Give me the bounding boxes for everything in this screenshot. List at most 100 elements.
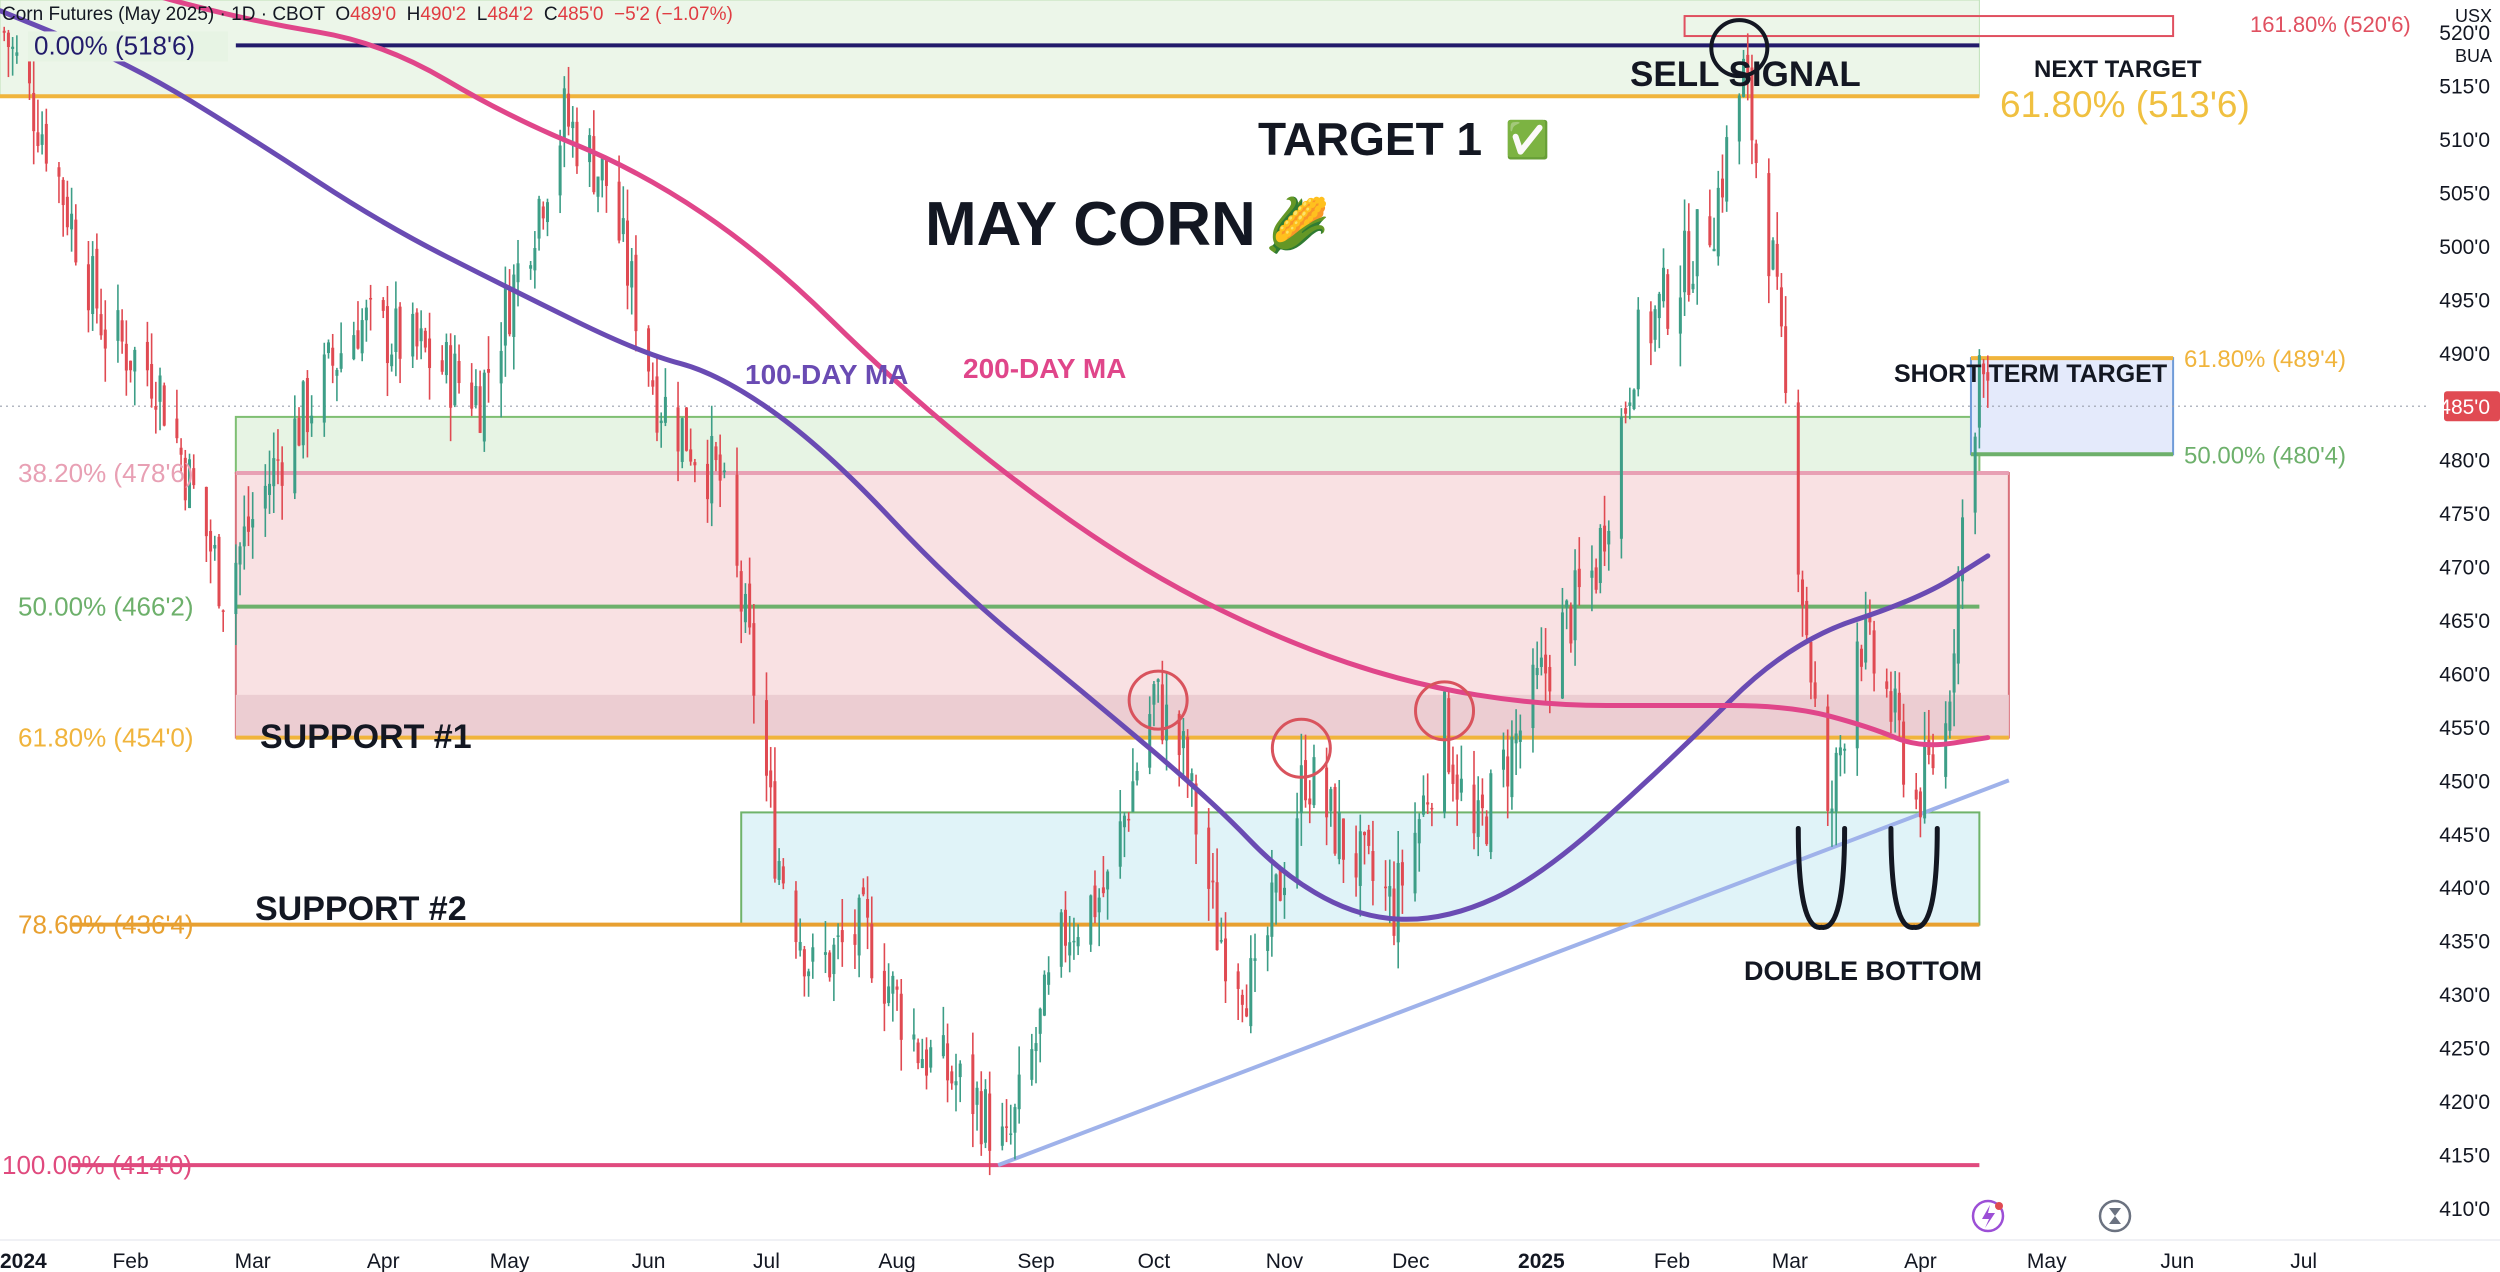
- candle-body: [693, 462, 697, 466]
- candle: [1030, 1033, 1034, 1086]
- candle-body: [912, 1034, 916, 1040]
- candle: [1565, 599, 1569, 630]
- candle-body: [537, 198, 541, 239]
- candle: [1101, 856, 1105, 898]
- candle: [600, 157, 604, 198]
- top-zone-fib-label: 61.80% (513'6): [2000, 84, 2250, 125]
- candle-body: [1013, 1107, 1017, 1133]
- candle: [179, 438, 183, 472]
- candle-body: [482, 372, 486, 442]
- candle: [1337, 780, 1341, 865]
- candle-body: [1607, 530, 1611, 545]
- candle-body: [40, 134, 44, 145]
- header-open: 489'0: [350, 4, 397, 25]
- candle-body: [1211, 880, 1215, 883]
- candle: [1059, 909, 1063, 978]
- x-tick-label: Apr: [1904, 1250, 1937, 1272]
- candle-body: [1304, 760, 1308, 801]
- candle: [979, 1071, 983, 1156]
- candle: [1421, 775, 1425, 817]
- x-tick-label: Apr: [367, 1250, 400, 1272]
- candle-body: [1072, 940, 1076, 943]
- candle-body: [11, 46, 15, 49]
- candle: [1072, 917, 1076, 960]
- candle-body: [145, 341, 149, 371]
- candle-body: [1927, 739, 1931, 755]
- candle-body: [1152, 684, 1156, 705]
- candle-body: [1809, 641, 1813, 683]
- candle-body: [832, 944, 836, 975]
- candle: [1224, 912, 1228, 1004]
- candle: [276, 429, 280, 485]
- candle: [575, 107, 579, 174]
- candle: [811, 933, 815, 979]
- candle: [280, 446, 284, 520]
- resistance-circle-3: [1414, 680, 1476, 742]
- candle: [1619, 408, 1623, 559]
- candle: [1809, 637, 1813, 700]
- candle: [533, 231, 537, 289]
- candle: [1927, 709, 1931, 765]
- candle-body: [1889, 691, 1893, 722]
- candle-body: [1236, 971, 1240, 989]
- candle-body: [1017, 1074, 1021, 1110]
- candle: [1796, 389, 1800, 593]
- candle-body: [1005, 1126, 1009, 1128]
- candle: [1742, 49, 1746, 98]
- candle: [1834, 747, 1838, 846]
- candle-body: [204, 486, 208, 537]
- candle-body: [941, 1035, 945, 1057]
- candle-body: [634, 254, 638, 332]
- y-tick-label: 445'0: [2439, 824, 2490, 847]
- candle: [1388, 859, 1392, 924]
- candle: [1830, 780, 1834, 847]
- candle: [887, 963, 891, 1007]
- candle: [1902, 703, 1906, 798]
- candle: [470, 363, 474, 417]
- candle-body: [1253, 958, 1257, 961]
- candle: [482, 369, 486, 452]
- candle-body: [453, 353, 457, 406]
- candle-body: [777, 861, 781, 880]
- candle: [301, 380, 305, 459]
- candle-body: [722, 470, 726, 473]
- candle-body: [1902, 721, 1906, 785]
- candle-body: [752, 623, 756, 696]
- candle: [192, 454, 196, 489]
- candle: [676, 381, 680, 482]
- candle: [36, 99, 40, 153]
- candle: [398, 302, 402, 384]
- candle: [735, 447, 739, 578]
- header-close: 485'0: [557, 4, 604, 25]
- candle-body: [310, 415, 314, 424]
- candle: [626, 189, 630, 310]
- candle: [217, 533, 221, 609]
- candle-body: [1565, 600, 1569, 608]
- fib-label-0: 0.00% (518'6): [34, 30, 195, 60]
- candle: [133, 346, 137, 406]
- candle-body: [1573, 570, 1577, 641]
- x-tick-label: 2025: [1518, 1250, 1565, 1272]
- candle-body: [1720, 178, 1724, 198]
- candle-body: [836, 935, 840, 937]
- sell-signal-circle: [1709, 18, 1770, 79]
- candle-body: [70, 213, 74, 230]
- candle-body: [1278, 868, 1282, 901]
- candle-body: [326, 342, 330, 354]
- candle-body: [162, 385, 166, 426]
- candle: [769, 746, 773, 808]
- annotation-sell-signal: SELL SIGNAL: [1630, 55, 1861, 94]
- candle-body: [1063, 909, 1067, 946]
- candle: [693, 458, 697, 483]
- candle: [1598, 524, 1602, 594]
- candles-group: [2, 26, 1990, 1176]
- ma-100-line: [0, 8, 1991, 922]
- candle: [634, 235, 638, 352]
- candle-body: [1186, 736, 1190, 784]
- candle-body: [1872, 630, 1876, 674]
- candle-body: [1476, 800, 1480, 837]
- candle: [124, 320, 128, 396]
- candle: [1034, 1027, 1038, 1084]
- candle-body: [251, 519, 255, 528]
